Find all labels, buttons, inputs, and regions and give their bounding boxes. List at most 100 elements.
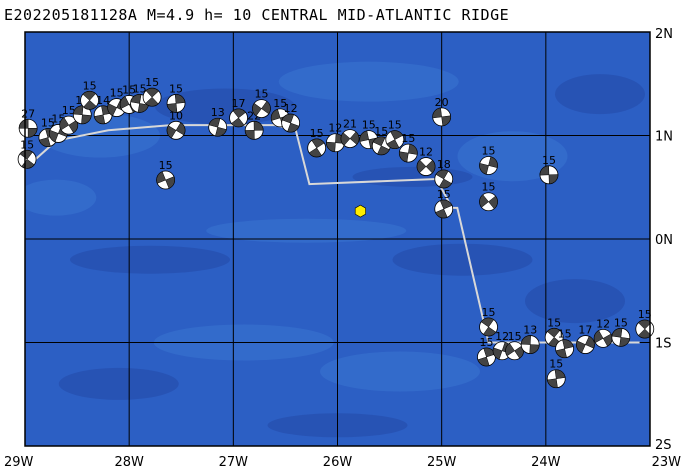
focal-mechanism: 15	[479, 145, 498, 175]
latitude-label: 1N	[655, 130, 673, 145]
focal-mechanism: 15	[546, 358, 566, 389]
mechanism-depth-label: 15	[437, 188, 451, 201]
focal-mechanism: 15	[398, 132, 418, 163]
longitude-label: 28W	[114, 455, 144, 470]
mechanism-depth-label: 15	[20, 138, 34, 151]
focal-mechanism: 15	[371, 125, 391, 156]
compression-quadrant	[231, 108, 246, 128]
mechanism-depth-label: 15	[122, 83, 136, 96]
bathymetry-patch	[352, 166, 473, 187]
longitude-label: 27W	[219, 455, 249, 470]
compression-quadrant	[416, 159, 436, 174]
mechanism-depth-label: 18	[437, 158, 451, 171]
axis-labels: 29W 28W 27W 26W 25W 24W 23W 2N 1N 0N 1S 2S	[4, 27, 681, 470]
focal-mechanism: 17	[576, 324, 595, 354]
epicenter-hexagon	[354, 204, 366, 218]
latitude-label: 0N	[655, 233, 673, 248]
focal-mechanism: 15	[555, 328, 574, 359]
mechanism-depth-label: 12	[596, 317, 610, 330]
mechanism-depth-label: 27	[21, 107, 35, 120]
compression-quadrant	[166, 94, 186, 113]
focal-mechanism: 15	[156, 159, 176, 190]
compression-quadrant	[166, 122, 186, 139]
compression-quadrant	[480, 317, 497, 337]
compression-quadrant	[555, 339, 574, 358]
compression-quadrant	[252, 100, 271, 117]
focal-mechanism: 15	[80, 79, 99, 110]
compression-quadrant	[611, 328, 631, 347]
mechanism-depth-label: 15	[479, 336, 493, 349]
focal-mechanism: 12	[416, 146, 436, 176]
focal-mechanism: 14	[93, 94, 113, 125]
bathymetry-patch	[525, 279, 625, 324]
compression-quadrant	[399, 143, 418, 163]
focal-mechanism: 20	[432, 96, 452, 127]
mechanism-depth-label: 15	[614, 316, 628, 329]
mechanism-depth-label: 10	[169, 109, 183, 122]
bathymetry-patch	[25, 179, 97, 216]
compression-quadrant	[386, 130, 404, 149]
compression-quadrant	[432, 107, 451, 127]
compression-quadrant	[479, 156, 498, 175]
focal-mechanism: 10	[166, 109, 186, 140]
focal-mechanism: 15	[539, 154, 559, 185]
bathymetry-patch	[392, 243, 533, 276]
compression-quadrant	[208, 117, 227, 137]
focal-mechanism: 12	[593, 317, 613, 348]
compression-quadrant	[576, 336, 595, 354]
bathymetry-patch	[320, 351, 480, 392]
mechanism-depth-label: 15	[273, 97, 287, 110]
mechanism-depth-label: 15	[482, 306, 496, 319]
compression-quadrant	[638, 319, 652, 339]
compression-quadrant	[82, 91, 97, 110]
compression-quadrant	[593, 330, 613, 347]
focal-mechanism: 15	[479, 306, 498, 337]
compression-quadrant	[435, 169, 452, 189]
compression-quadrant	[547, 369, 566, 388]
compression-quadrant	[244, 121, 264, 140]
mechanism-depth-label: 17	[578, 324, 592, 337]
mechanism-depth-label: 15	[110, 87, 124, 100]
mechanism-depth-label: 12	[495, 330, 509, 343]
latitude-label: 1S	[655, 337, 672, 352]
mechanism-depth-label: 15	[145, 76, 159, 89]
focal-mechanism: 13	[520, 324, 540, 354]
mechanism-depth-label: 15	[638, 308, 652, 321]
longitude-label: 24W	[531, 455, 561, 470]
mechanism-depth-label: 20	[435, 96, 449, 109]
mechanism-depth-label: 13	[523, 324, 537, 337]
focal-mechanism: 15	[635, 308, 655, 339]
mechanism-depth-label: 15	[133, 82, 147, 95]
mechanism-depth-label: 15	[310, 127, 324, 140]
mechanism-depth-label: 15	[547, 316, 561, 329]
mechanism-depth-label: 12	[419, 146, 433, 159]
focal-mechanism: 15	[611, 316, 631, 347]
compression-quadrant	[18, 119, 38, 138]
focal-mechanism: 17	[229, 97, 248, 128]
mechanism-depth-label: 15	[169, 82, 183, 95]
epicenter-marker	[354, 204, 366, 218]
focal-mechanism: 15	[252, 88, 271, 118]
focal-mechanism: 15	[479, 181, 498, 212]
longitude-label: 25W	[427, 455, 457, 470]
compression-quadrant	[19, 150, 35, 169]
focal-mechanism: 15	[166, 82, 186, 113]
plate-boundary	[25, 124, 640, 344]
focal-mechanism: 15	[477, 336, 496, 367]
ridge-line	[25, 124, 640, 344]
mechanism-depth-label: 15	[83, 79, 97, 92]
bathymetry-patch	[70, 245, 230, 274]
latitude-label: 2N	[655, 27, 673, 42]
focal-mechanism: 15	[142, 76, 162, 107]
map-frame	[24, 31, 651, 447]
mechanism-depth-label: 15	[549, 358, 563, 371]
mechanism-depth-label: 15	[482, 181, 496, 194]
compression-quadrant	[145, 87, 160, 107]
mechanism-depth-label: 15	[508, 330, 522, 343]
focal-mechanism: 12	[281, 102, 301, 133]
map-title: E202205181128A M=4.9 h= 10 CENTRAL MID-A…	[4, 6, 510, 24]
focal-mechanism: 15	[59, 104, 79, 135]
compression-quadrant	[340, 131, 360, 146]
compression-quadrant	[281, 113, 300, 133]
